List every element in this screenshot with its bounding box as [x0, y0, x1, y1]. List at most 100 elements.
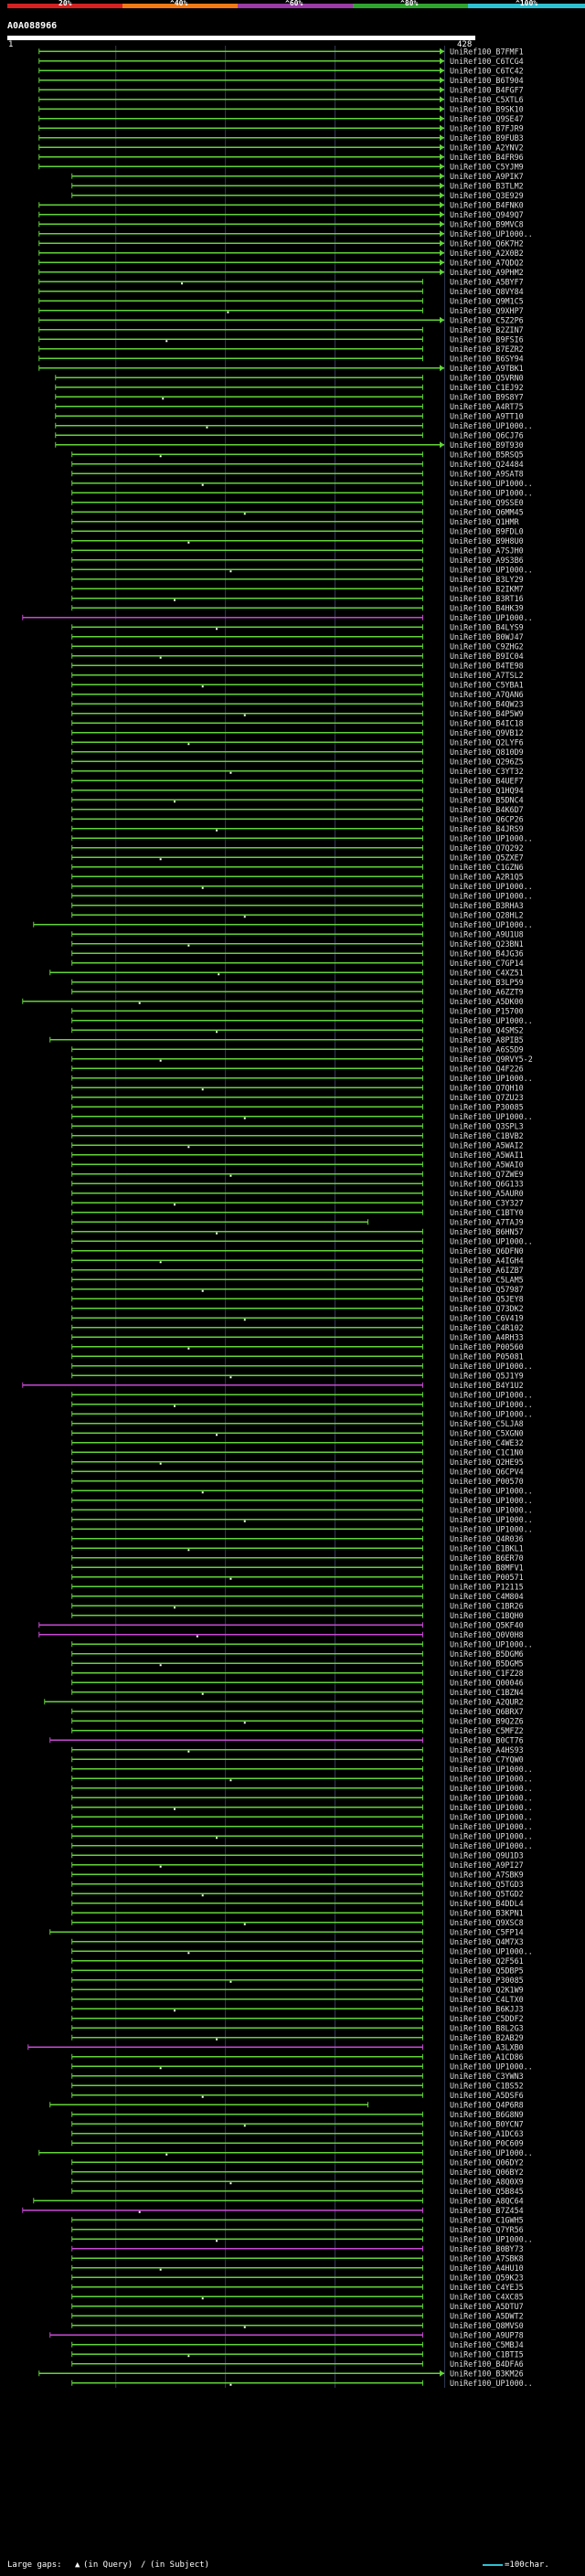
hit-label[interactable]: UniRef100_B9MVC8 [450, 219, 524, 228]
hit-label[interactable]: UniRef100_UP1000.. [450, 2234, 533, 2243]
hit-label[interactable]: UniRef100_A7SBK8 [450, 2253, 524, 2263]
hit-label[interactable]: UniRef100_B9H8U0 [450, 536, 524, 546]
alignment-hit-row[interactable]: UniRef100_C5XGN0 [71, 1428, 524, 1437]
alignment-hit-row[interactable]: UniRef100_C5YBA1 [71, 680, 524, 689]
alignment-hit-row[interactable]: UniRef100_Q5TGD3 [71, 1880, 524, 1889]
alignment-hit-row[interactable]: UniRef100_A7SBK9 [71, 1870, 524, 1879]
alignment-hit-row[interactable]: UniRef100_Q4SMS2 [71, 1025, 524, 1034]
alignment-hit-row[interactable]: UniRef100_UP1000.. [71, 1946, 533, 1956]
hit-label[interactable]: UniRef100_Q57987 [450, 1285, 524, 1294]
hit-label[interactable]: UniRef100_Q28HL2 [450, 910, 524, 919]
hit-label[interactable]: UniRef100_UP1000.. [450, 1812, 533, 1821]
hit-label[interactable]: UniRef100_B2ZIN7 [450, 325, 524, 334]
alignment-hit-row[interactable]: UniRef100_B2IKM7 [71, 584, 524, 593]
hit-label[interactable]: UniRef100_Q23BN1 [450, 939, 524, 949]
hit-label[interactable]: UniRef100_B4UEF7 [450, 776, 524, 785]
alignment-hit-row[interactable]: UniRef100_C4XC85 [71, 2292, 524, 2301]
hit-label[interactable]: UniRef100_C1BTI5 [450, 2349, 524, 2359]
alignment-hit-row[interactable]: UniRef100_C5MBJ4 [71, 2340, 524, 2349]
hit-label[interactable]: UniRef100_Q7YR56 [450, 2225, 524, 2234]
alignment-hit-row[interactable]: UniRef100_Q24484 [71, 460, 524, 469]
alignment-hit-row[interactable]: UniRef100_UP1000.. [71, 1765, 533, 1774]
hit-label[interactable]: UniRef100_Q06BY2 [450, 2168, 524, 2177]
hit-label[interactable]: UniRef100_B0CT76 [450, 1735, 524, 1744]
alignment-hit-row[interactable]: UniRef100_B9SK10 [38, 104, 524, 113]
alignment-hit-row[interactable]: UniRef100_B5DGM5 [71, 1659, 524, 1668]
hit-label[interactable]: UniRef100_Q7ZWE9 [450, 1170, 524, 1179]
alignment-hit-row[interactable]: UniRef100_B9H8U0 [71, 536, 524, 546]
alignment-hit-row[interactable]: UniRef100_B2AB29 [71, 2033, 524, 2042]
hit-label[interactable]: UniRef100_B6KJJ3 [450, 2004, 524, 2013]
hit-label[interactable]: UniRef100_A4HU10 [450, 2263, 524, 2273]
alignment-hit-row[interactable]: UniRef100_Q296Z5 [71, 757, 524, 766]
alignment-hit-row[interactable]: UniRef100_C7YQW0 [71, 1754, 524, 1764]
alignment-hit-row[interactable]: UniRef100_A6S5D9 [71, 1044, 524, 1054]
alignment-hit-row[interactable]: UniRef100_Q23BN1 [71, 939, 524, 949]
alignment-hit-row[interactable]: UniRef100_C1BTY0 [71, 1208, 524, 1217]
alignment-hit-row[interactable]: UniRef100_B4P5W9 [71, 709, 524, 718]
hit-label[interactable]: UniRef100_B9T930 [450, 440, 524, 450]
hit-label[interactable]: UniRef100_P00571 [450, 1573, 524, 1582]
alignment-hit-row[interactable]: UniRef100_C4WE32 [71, 1438, 524, 1447]
alignment-hit-row[interactable]: UniRef100_A7SJH0 [71, 546, 524, 555]
alignment-hit-row[interactable]: UniRef100_A5WAI0 [71, 1160, 524, 1169]
alignment-hit-row[interactable]: UniRef100_Q0V0H8 [38, 1630, 524, 1639]
alignment-hit-row[interactable]: UniRef100_UP1000.. [71, 1112, 533, 1121]
alignment-hit-row[interactable]: UniRef100_Q9M1C5 [38, 296, 524, 305]
hit-label[interactable]: UniRef100_A4RT75 [450, 402, 524, 411]
alignment-hit-row[interactable]: UniRef100_UP1000.. [71, 1812, 533, 1821]
hit-label[interactable]: UniRef100_C4XC85 [450, 2292, 524, 2301]
alignment-hit-row[interactable]: UniRef100_Q2K1W9 [71, 1985, 524, 1994]
alignment-hit-row[interactable]: UniRef100_UP1000.. [71, 1390, 533, 1399]
hit-label[interactable]: UniRef100_UP1000.. [450, 1774, 533, 1783]
alignment-hit-row[interactable]: UniRef100_Q5J1Y9 [71, 1371, 524, 1380]
hit-label[interactable]: UniRef100_P00570 [450, 1477, 524, 1486]
hit-label[interactable]: UniRef100_UP1000.. [450, 1390, 533, 1399]
alignment-hit-row[interactable]: UniRef100_Q57987 [71, 1285, 524, 1294]
alignment-hit-row[interactable]: UniRef100_Q4F226 [71, 1064, 524, 1073]
hit-label[interactable]: UniRef100_C5LJA8 [450, 1419, 524, 1428]
hit-label[interactable]: UniRef100_A5DK00 [450, 997, 524, 1006]
hit-label[interactable]: UniRef100_B5DNC4 [450, 795, 524, 804]
alignment-hit-row[interactable]: UniRef100_Q6DFN0 [71, 1246, 524, 1256]
alignment-hit-row[interactable]: UniRef100_Q9RVY5-2 [71, 1055, 533, 1064]
hit-label[interactable]: UniRef100_B4IC18 [450, 718, 524, 727]
hit-label[interactable]: UniRef100_Q2HE95 [450, 1458, 524, 1467]
hit-label[interactable]: UniRef100_UP1000.. [450, 1112, 533, 1121]
alignment-hit-row[interactable]: UniRef100_Q8MVS0 [71, 2321, 524, 2330]
hit-label[interactable]: UniRef100_Q2LYF6 [450, 737, 524, 747]
hit-label[interactable]: UniRef100_B4FR96 [450, 153, 524, 162]
alignment-hit-row[interactable]: UniRef100_B9S8Y7 [55, 392, 524, 401]
hit-label[interactable]: UniRef100_Q6CP26 [450, 814, 524, 823]
alignment-hit-row[interactable]: UniRef100_Q949Q7 [38, 210, 524, 219]
hit-label[interactable]: UniRef100_A5BYF7 [450, 277, 524, 286]
alignment-hit-row[interactable]: UniRef100_C1GWH5 [71, 2215, 524, 2224]
hit-label[interactable]: UniRef100_A1DC63 [450, 2129, 524, 2138]
alignment-hit-row[interactable]: UniRef100_Q1HQ94 [71, 786, 524, 795]
hit-label[interactable]: UniRef100_Q8VY84 [450, 287, 524, 296]
alignment-hit-row[interactable]: UniRef100_UP1000.. [71, 2379, 533, 2388]
hit-label[interactable]: UniRef100_P00560 [450, 1342, 524, 1352]
hit-label[interactable]: UniRef100_B4FGF7 [450, 85, 524, 94]
alignment-hit-row[interactable]: UniRef100_UP1000.. [71, 1486, 533, 1495]
alignment-hit-row[interactable]: UniRef100_UP1000.. [71, 1400, 533, 1409]
alignment-hit-row[interactable]: UniRef100_UP1000.. [71, 1505, 533, 1514]
hit-label[interactable]: UniRef100_Q2K1W9 [450, 1985, 524, 1994]
alignment-hit-row[interactable]: UniRef100_P0C609 [71, 2138, 524, 2147]
hit-label[interactable]: UniRef100_Q810D9 [450, 747, 524, 757]
hit-label[interactable]: UniRef100_UP1000.. [450, 1409, 533, 1418]
alignment-hit-row[interactable]: UniRef100_Q59K23 [71, 2273, 524, 2282]
hit-label[interactable]: UniRef100_B4DDL4 [450, 1899, 524, 1908]
hit-label[interactable]: UniRef100_C5MFZ2 [450, 1726, 524, 1735]
hit-label[interactable]: UniRef100_C4R102 [450, 1323, 524, 1332]
hit-label[interactable]: UniRef100_UP1000.. [450, 1236, 533, 1246]
hit-label[interactable]: UniRef100_UP1000.. [450, 1765, 533, 1774]
hit-label[interactable]: UniRef100_P30085 [450, 1102, 524, 1111]
alignment-hit-row[interactable]: UniRef100_Q7Q292 [71, 843, 524, 853]
alignment-hit-row[interactable]: UniRef100_C4XZ51 [49, 968, 524, 977]
hit-label[interactable]: UniRef100_Q9SE47 [450, 114, 524, 123]
alignment-hit-row[interactable]: UniRef100_Q5ZXE7 [71, 853, 524, 862]
hit-label[interactable]: UniRef100_A2X0B2 [450, 249, 524, 258]
hit-label[interactable]: UniRef100_UP1000.. [450, 2148, 533, 2157]
alignment-hit-row[interactable]: UniRef100_Q9SE47 [38, 114, 524, 123]
